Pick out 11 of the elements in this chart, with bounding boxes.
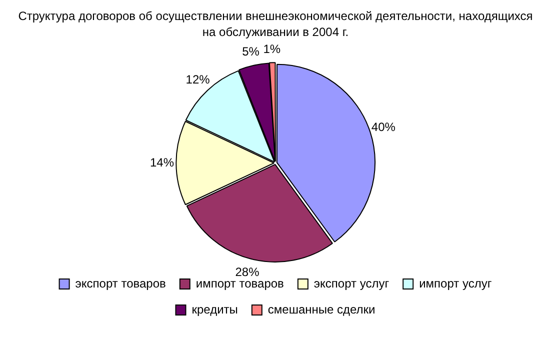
legend-label: смешанные сделки — [268, 302, 376, 316]
legend-label: импорт услуг — [419, 276, 492, 290]
data-label: 14% — [150, 155, 174, 170]
data-label: 12% — [186, 72, 210, 87]
data-label: 5% — [242, 44, 260, 59]
chart-title: Структура договоров об осуществлении внешнеэкономической деятельности, находящихся на обслуживании в 2004 г. — [17, 8, 534, 40]
data-label: 40% — [371, 120, 396, 134]
legend-label: кредиты — [192, 302, 238, 316]
data-label: 1% — [263, 42, 281, 56]
legend-label: экспорт услуг — [314, 276, 390, 290]
legend-label: экспорт товаров — [75, 276, 166, 290]
